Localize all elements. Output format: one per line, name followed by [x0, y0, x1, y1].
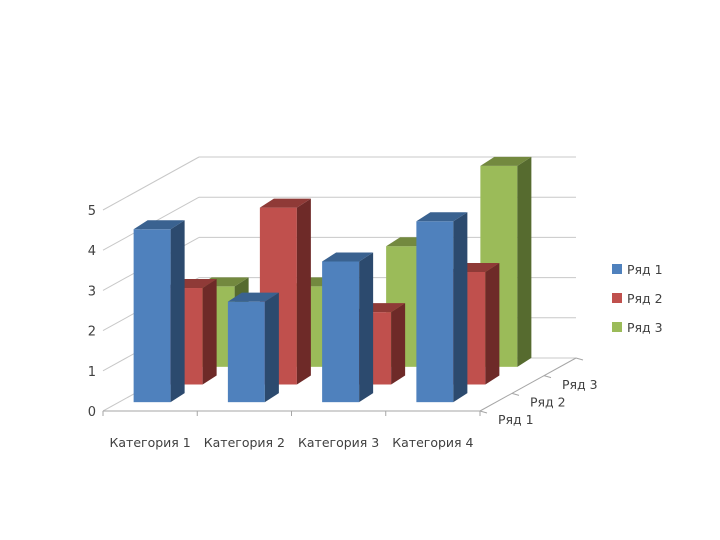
bar — [322, 252, 374, 403]
y-tick-label: 1 — [88, 365, 96, 380]
legend-label: Ряд 3 — [627, 320, 663, 335]
bar-side-face — [517, 156, 532, 367]
bars — [133, 156, 532, 403]
bar-top-face — [133, 220, 185, 230]
bar-top-face — [259, 198, 311, 208]
bar-top-face — [227, 292, 279, 302]
bar-top-face — [480, 156, 532, 166]
bar-front-face — [322, 261, 360, 403]
bar — [227, 292, 279, 403]
y-tick-label: 5 — [88, 204, 96, 219]
legend-swatch — [612, 293, 622, 303]
depth-tick-mark — [511, 392, 520, 396]
category-axis-labels: Категория 1 Категория 2 Категория 3 Категор… — [110, 435, 474, 450]
x-tick-label: Категория 1 — [110, 435, 191, 450]
bar-side-face — [296, 198, 311, 385]
x-tick-label: Категория 2 — [204, 435, 285, 450]
bar-top-face — [416, 212, 468, 222]
depth-tick-label: Ряд 1 — [498, 412, 534, 427]
legend-label: Ряд 1 — [627, 262, 663, 277]
legend-swatch — [612, 322, 622, 332]
depth-tick-mark — [479, 410, 488, 414]
depth-tick-label: Ряд 2 — [530, 395, 566, 410]
depth-tick-mark — [543, 375, 552, 379]
bar-side-face — [453, 212, 468, 403]
depth-tick-mark — [575, 357, 584, 361]
legend: Ряд 1 Ряд 2 Ряд 3 — [612, 262, 663, 335]
legend-entry: Ряд 1 — [612, 262, 663, 277]
bar-side-face — [202, 279, 217, 385]
bar-top-face — [322, 252, 374, 262]
bar-side-face — [170, 220, 185, 403]
bar-side-face — [359, 252, 374, 403]
bar-side-face — [391, 303, 406, 385]
legend-swatch — [612, 264, 622, 274]
legend-entry: Ряд 2 — [612, 291, 663, 306]
bar-front-face — [227, 301, 265, 403]
y-tick-label: 4 — [88, 244, 96, 259]
depth-axis-line — [479, 357, 577, 412]
y-axis-tick-labels: 0 1 2 3 4 5 — [88, 204, 96, 420]
legend-label: Ряд 2 — [627, 291, 663, 306]
bar-side-face — [264, 292, 279, 403]
grid-diagonal — [102, 156, 200, 211]
legend-entry: Ряд 3 — [612, 320, 663, 335]
depth-axis-labels: Ряд 1 Ряд 2 Ряд 3 — [498, 377, 598, 427]
y-tick-label: 3 — [88, 284, 96, 299]
bar — [133, 220, 185, 403]
bar — [416, 212, 468, 403]
x-tick-label: Категория 4 — [392, 435, 473, 450]
bar-front-face — [416, 221, 454, 403]
x-tick-label: Категория 3 — [298, 435, 379, 450]
y-tick-label: 0 — [88, 405, 96, 420]
y-tick-label: 2 — [88, 325, 96, 340]
bar-front-face — [133, 229, 171, 403]
depth-tick-label: Ряд 3 — [562, 377, 598, 392]
bar-side-face — [485, 262, 500, 385]
